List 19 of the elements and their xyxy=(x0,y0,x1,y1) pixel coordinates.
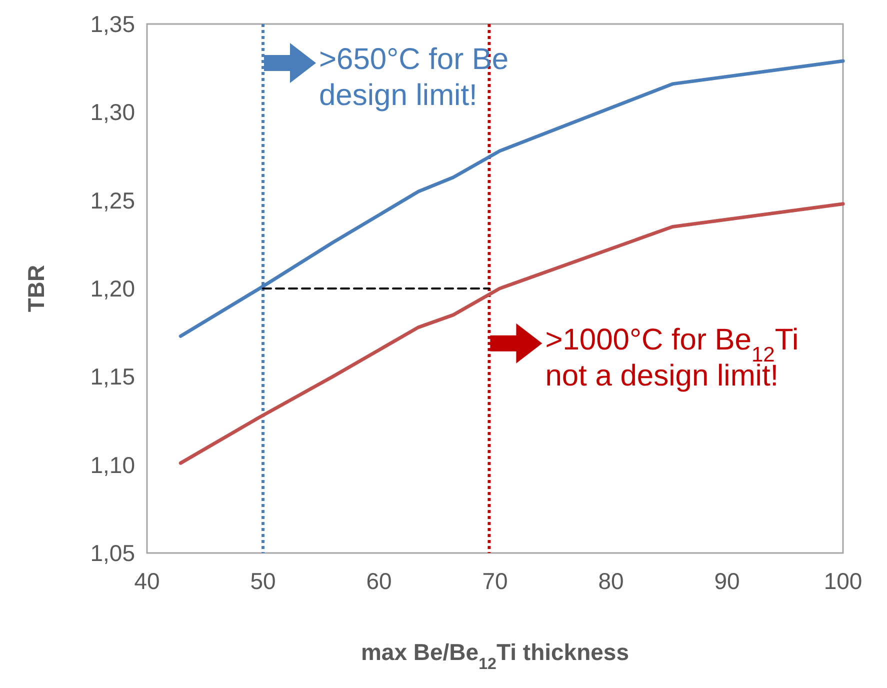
y-tick-label: 1,35 xyxy=(90,11,135,38)
x-tick-label: 70 xyxy=(482,568,508,594)
annotation: >650°C for Be design limit! xyxy=(319,43,509,112)
x-tick-label: 50 xyxy=(250,568,276,594)
y-tick-label: 1,20 xyxy=(90,276,135,302)
y-tick-label: 1,25 xyxy=(90,187,135,214)
y-tick-label: 1,30 xyxy=(90,99,135,126)
y-axis-title: TBR xyxy=(23,264,49,312)
annotation: >1000°C for Be$_{12}$Ti not a design limit! xyxy=(545,323,799,392)
line-series xyxy=(178,202,845,465)
x-axis-title: max Be/Be$_{12}$Ti thickness xyxy=(360,639,630,673)
x-tick-label: 40 xyxy=(134,568,160,594)
x-tick-label: 90 xyxy=(714,568,740,594)
y-tick-label: 1,10 xyxy=(90,452,135,478)
x-tick-label: 80 xyxy=(598,568,624,594)
y-tick-label: 1,15 xyxy=(90,364,135,390)
x-tick-label: 60 xyxy=(366,568,392,594)
x-tick-label: 100 xyxy=(824,568,862,594)
y-tick-label: 1,05 xyxy=(90,540,135,566)
